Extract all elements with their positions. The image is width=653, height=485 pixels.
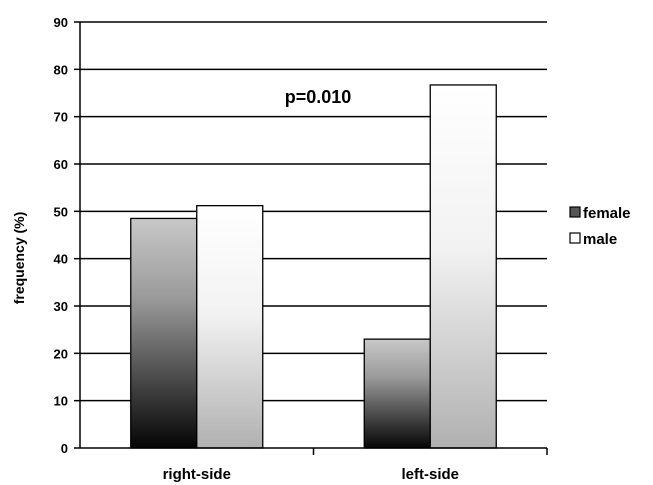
legend: female male xyxy=(569,205,631,248)
legend-label-male: male xyxy=(583,231,617,248)
bar-female-right-side xyxy=(130,217,198,449)
y-tick-label: 20 xyxy=(54,346,68,361)
legend-swatch-female xyxy=(569,206,581,218)
y-tick-label: 60 xyxy=(54,157,68,172)
bars xyxy=(130,84,497,449)
y-tick-label: 70 xyxy=(54,110,68,125)
y-tick-label: 80 xyxy=(54,62,68,77)
y-axis-ticks: 0 10 20 30 40 50 60 70 80 90 xyxy=(54,15,80,456)
y-tick-label: 10 xyxy=(54,394,68,409)
bar-male-right-side xyxy=(196,205,264,449)
bar-female-left-side xyxy=(363,338,431,449)
y-axis-label: frequency (%) xyxy=(11,212,27,305)
y-tick-label: 0 xyxy=(61,441,68,456)
x-axis-categories: right-side left-side xyxy=(163,448,548,483)
x-category-label: left-side xyxy=(401,466,459,483)
bar-male-left-side xyxy=(429,84,497,449)
y-tick-label: 90 xyxy=(54,15,68,30)
p-value-annotation: p=0.010 xyxy=(285,87,352,107)
legend-swatch-male xyxy=(569,232,581,244)
x-category-label: right-side xyxy=(163,466,231,483)
y-tick-label: 40 xyxy=(54,252,68,267)
legend-label-female: female xyxy=(583,205,631,222)
y-tick-label: 30 xyxy=(54,299,68,314)
y-tick-label: 50 xyxy=(54,204,68,219)
